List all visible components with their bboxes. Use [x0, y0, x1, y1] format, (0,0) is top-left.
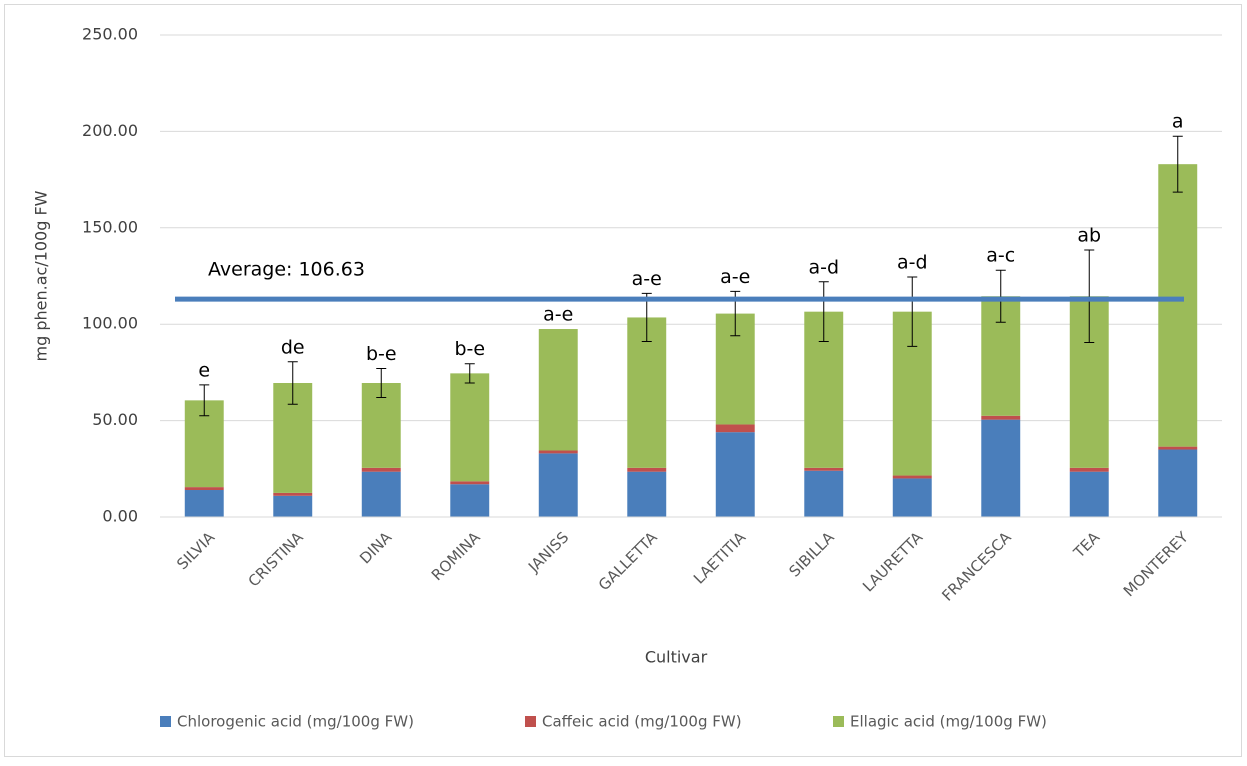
- bar-segment: [1158, 164, 1198, 447]
- error-bar: [464, 363, 475, 384]
- significance-letter: a-e: [543, 304, 573, 326]
- error-bar: [907, 276, 918, 347]
- bar-segment: [1158, 446, 1198, 450]
- bar-segment: [981, 415, 1021, 420]
- bar-segment: [892, 475, 932, 479]
- bar-segment: [804, 467, 844, 471]
- legend-label: Caffeic acid (mg/100g FW): [542, 713, 742, 731]
- legend-label: Chlorogenic acid (mg/100g FW): [177, 713, 414, 731]
- bar-segment: [450, 484, 490, 517]
- legend-swatch: [833, 716, 844, 727]
- significance-letter: a-d: [897, 251, 928, 273]
- error-bar: [287, 361, 298, 405]
- bar-segment: [450, 481, 490, 485]
- bar-segment: [184, 487, 224, 491]
- bar-segment: [184, 490, 224, 517]
- bar-segment: [361, 471, 401, 517]
- legend-swatch: [160, 716, 171, 727]
- y-tick-label: 0.00: [102, 507, 138, 526]
- significance-letter: e: [198, 359, 210, 381]
- bar-segment: [538, 453, 578, 517]
- x-axis-label: Cultivar: [645, 648, 708, 667]
- error-bar: [376, 368, 387, 398]
- y-tick-label: 250.00: [82, 25, 138, 44]
- bar-segment: [450, 373, 490, 482]
- bar-segment: [1069, 467, 1109, 472]
- bar-segment: [715, 432, 755, 517]
- error-bar: [995, 269, 1006, 323]
- bar-segment: [361, 467, 401, 472]
- y-tick-label: 100.00: [82, 314, 138, 333]
- significance-letter: a-e: [632, 268, 662, 290]
- legend-label: Ellagic acid (mg/100g FW): [850, 713, 1047, 731]
- average-label: Average: 106.63: [208, 259, 365, 281]
- y-tick-label: 50.00: [92, 410, 138, 429]
- error-bar: [818, 281, 829, 343]
- error-bar: [1084, 249, 1095, 344]
- significance-letter: b-e: [454, 338, 485, 360]
- significance-letter: a-d: [808, 256, 839, 278]
- significance-letter: b-e: [366, 343, 397, 365]
- significance-letter: a: [1172, 111, 1184, 133]
- bar-segment: [627, 467, 667, 472]
- significance-letter: ab: [1077, 224, 1101, 246]
- legend-swatch: [525, 716, 536, 727]
- bar-segment: [892, 478, 932, 517]
- significance-letter: de: [281, 336, 305, 358]
- bar-segment: [1158, 449, 1198, 517]
- y-axis-label: mg phen.ac/100g FW: [32, 190, 51, 361]
- chart-border: [4, 4, 1242, 757]
- bar-segment: [804, 470, 844, 517]
- bar-segment: [981, 419, 1021, 517]
- y-tick-label: 200.00: [82, 121, 138, 140]
- significance-letter: a-c: [986, 245, 1015, 267]
- bar-segment: [273, 495, 313, 517]
- bar-segment: [273, 492, 313, 496]
- bar-segment: [1069, 471, 1109, 517]
- bar-segment: [627, 317, 667, 468]
- bar-segment: [538, 329, 578, 451]
- significance-letter: a-e: [720, 266, 750, 288]
- y-tick-label: 150.00: [82, 217, 138, 236]
- error-bar: [1172, 135, 1183, 193]
- bar-segment: [715, 424, 755, 433]
- error-bar: [199, 384, 210, 417]
- bar-segment: [627, 471, 667, 517]
- bar-segment: [538, 450, 578, 454]
